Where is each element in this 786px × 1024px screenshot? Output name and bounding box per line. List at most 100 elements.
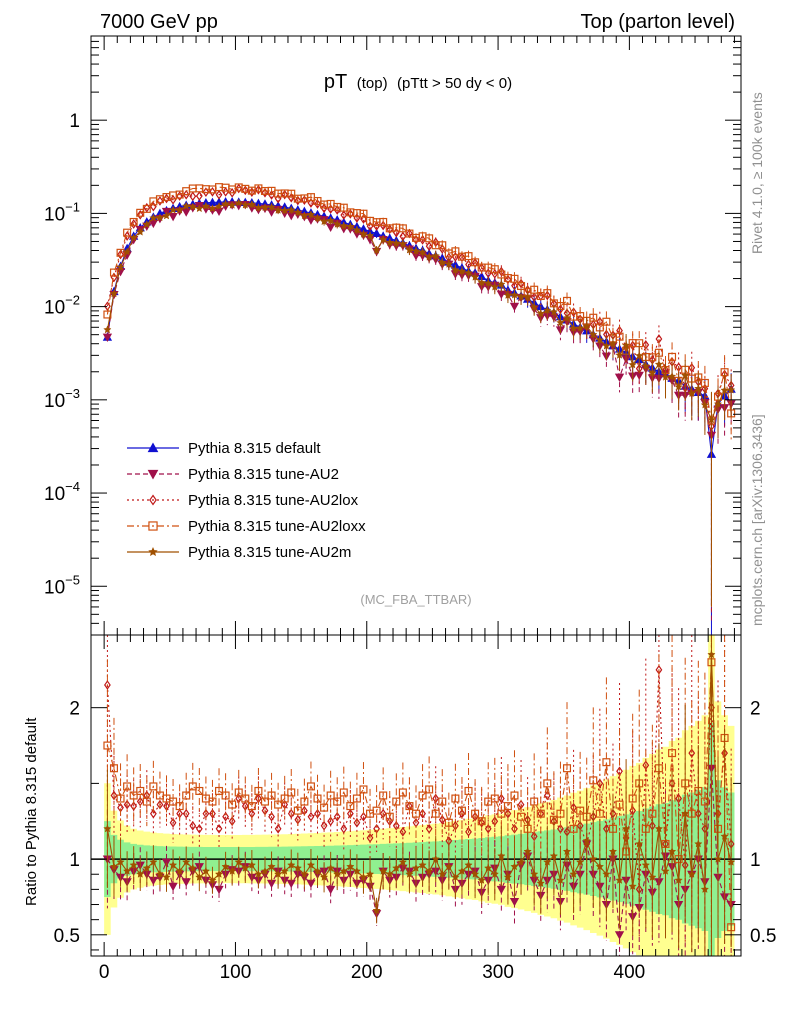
point-au2loxx [543,289,552,298]
ratio-point-au2loxx [438,797,447,806]
ratio-point-au2m [365,869,375,878]
point-au2m [208,204,217,213]
ratio-point-au2 [509,897,520,907]
point-au2m [227,200,237,209]
point-au2m [503,290,513,299]
ratio-point-au2m [326,863,335,872]
ratio-point-au2m [634,839,644,848]
point-au2m [411,246,421,255]
ratio-point-au2lox [366,833,374,843]
point-au2m [510,290,519,299]
y-tick-label: 10−1 [44,199,80,225]
ratio-point-au2loxx [320,803,329,812]
point-au2lox [419,235,426,245]
point-au2m [267,202,276,211]
y-tick-label: 10−5 [44,572,80,598]
ratio-point-au2loxx [411,809,421,818]
point-au2m [589,330,598,339]
point-au2lox [360,214,367,224]
ratio-point-au2loxx [628,794,637,803]
ratio-point-au2m [385,869,394,878]
ratio-point-au2loxx [503,802,512,811]
point-au2loxx [438,241,447,250]
ratio-point-au2lox [182,808,190,819]
ratio-point-au2lox [189,820,197,831]
x-tick-label: 400 [614,962,646,983]
ratio-point-au2lox [419,808,426,819]
ratio-point-au2loxx [195,786,204,795]
point-au2m [155,213,165,222]
ratio-point-au2m [129,860,138,869]
point-au2m [332,219,342,228]
point-au2m [477,278,486,287]
point-au2lox [333,205,341,215]
ratio-point-au2lox [123,799,131,810]
y-tick-label: 1 [69,111,80,132]
legend-marker-au2 [147,469,159,480]
ratio-point-au2m [267,862,276,871]
ratio-point-au2loxx [352,794,361,803]
ratio-point-au2m [549,851,559,860]
ratio-point-au2loxx [169,797,178,806]
point-au2m [398,239,408,248]
ratio-point-au2loxx [136,786,145,795]
ratio-point-au2m [411,863,421,872]
ratio-point-au2lox [320,820,328,831]
ratio-point-au2m [168,860,178,869]
point-au2lox [189,191,197,202]
ratio-point-au2m [234,857,243,866]
point-au2m [181,201,191,210]
ratio-point-au2m [680,809,690,818]
ratio-point-au2lox [327,816,335,827]
ratio-point-au2loxx [175,802,184,811]
ratio-point-au2lox [143,790,151,801]
point-au2m [247,199,257,209]
point-au2m [543,305,552,314]
point-au2m [444,259,454,268]
point-au2m [293,207,303,217]
ratio-point-au2m [700,884,710,893]
ratio-point-au2lox [307,811,315,822]
point-au2lox [156,196,164,206]
point-au2 [102,333,113,343]
point-default [371,228,382,237]
point-au2m [700,400,710,409]
point-au2m [726,385,736,394]
point-au2m [602,341,611,350]
ratio-y-tick-label-left: 0.5 [54,926,80,947]
ratio-point-au2loxx [372,806,381,815]
point-au2loxx [668,352,677,361]
ratio-point-au2m [654,824,664,833]
point-au2loxx [589,313,598,322]
ratio-point-au2m [181,857,191,866]
ratio-point-au2loxx [562,764,572,773]
ratio-point-au2m [293,863,303,872]
point-au2loxx [517,281,526,291]
legend-marker-au2lox [149,494,157,506]
point-au2m [634,351,644,360]
point-au2loxx [109,268,118,277]
point-au2m [582,321,591,330]
point-au2 [614,373,625,383]
ratio-point-au2loxx [306,782,315,791]
point-au2m [136,227,145,236]
ratio-point-au2m [122,866,132,875]
ratio-point-au2m [116,857,125,866]
point-au2m [523,292,532,301]
ratio-point-au2loxx [602,758,611,767]
point-au2loxx [405,229,414,238]
ratio-point-au2m [405,869,414,878]
ratio-point-au2m [477,875,486,884]
point-au2m [497,279,506,288]
point-au2loxx [556,302,565,311]
point-au2lox [248,187,256,198]
ratio-point-au2lox [511,823,518,834]
point-au2m [529,302,539,311]
ratio-point-au2m [648,872,657,881]
ratio-point-au2m [398,857,408,866]
ratio-point-au2m [431,854,440,863]
point-au2lox [209,186,216,197]
ratio-point-au2loxx [254,786,263,795]
point-au2lox [228,187,236,198]
